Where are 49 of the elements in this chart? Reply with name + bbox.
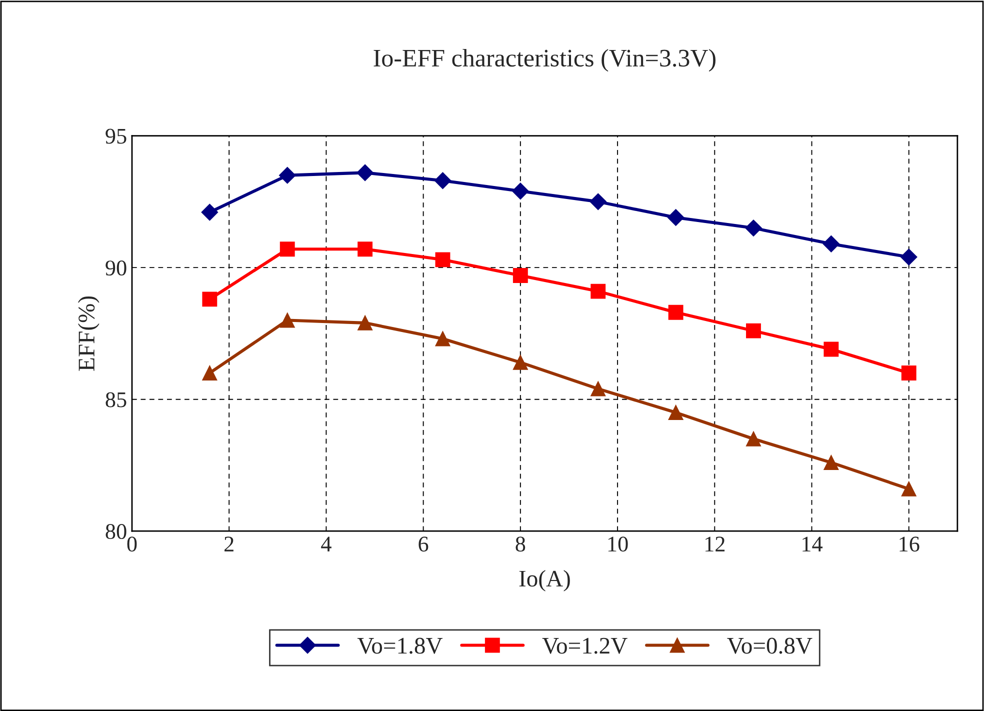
x-tick-label: 0: [127, 536, 137, 552]
y-tick-label: 95: [106, 128, 126, 144]
point: [668, 304, 684, 320]
point: [512, 354, 528, 370]
point: [356, 164, 374, 182]
point: [202, 292, 218, 307]
point: [900, 248, 918, 266]
x-tick-label: 16: [900, 536, 920, 552]
legend-label: Vo=0.8V: [727, 638, 812, 654]
x-tick-label: 12: [705, 536, 725, 552]
point: [668, 405, 684, 420]
point: [590, 193, 606, 210]
y-tick-label: 90: [106, 260, 126, 276]
x-tick-label: 14: [802, 536, 823, 552]
point: [435, 252, 450, 268]
point: [746, 431, 761, 446]
point: [201, 204, 218, 221]
x-tick-label: 8: [516, 536, 526, 552]
point: [901, 366, 916, 380]
point: [512, 268, 528, 283]
point: [822, 235, 840, 252]
point: [358, 242, 373, 257]
point: [745, 220, 762, 236]
legend-label: Vo=1.2V: [542, 638, 628, 654]
point: [435, 331, 450, 346]
y-tick-label: 80: [106, 524, 126, 540]
point: [278, 166, 296, 184]
legend-label: Vo=1.8V: [357, 638, 443, 654]
point: [667, 209, 684, 226]
point: [590, 381, 606, 396]
x-tick-label: 4: [321, 536, 332, 552]
point: [202, 366, 218, 380]
point: [901, 481, 916, 496]
point: [434, 172, 452, 189]
point: [280, 312, 295, 328]
x-tick-label: 6: [418, 536, 428, 552]
point: [590, 284, 606, 299]
point: [824, 455, 839, 470]
y-axis-title: EFF(%): [78, 296, 100, 371]
point: [280, 242, 295, 257]
point: [512, 182, 529, 200]
y-tick-label: 85: [106, 392, 126, 408]
point: [358, 315, 373, 330]
x-tick-label: 10: [608, 536, 628, 552]
x-axis-title: Io(A): [519, 570, 570, 592]
chart-title: Io-EFF characteristics (Vin=3.3V): [374, 49, 716, 72]
point: [746, 323, 761, 338]
point: [824, 342, 839, 357]
x-tick-label: 2: [224, 536, 234, 552]
